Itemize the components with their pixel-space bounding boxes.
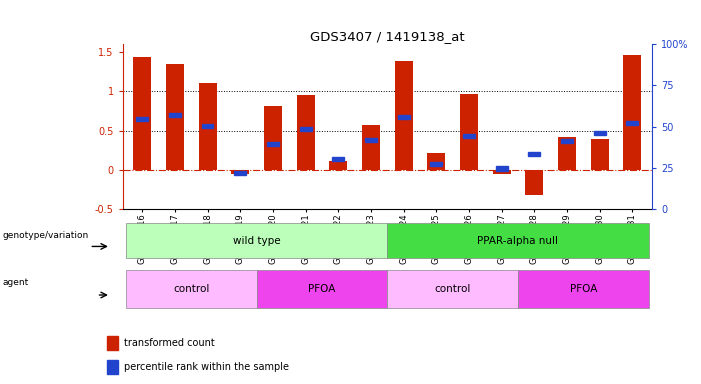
Bar — [463, 134, 475, 138]
Bar — [169, 113, 181, 117]
Bar — [387, 223, 648, 258]
Text: PFOA: PFOA — [308, 284, 336, 294]
Bar — [267, 142, 279, 146]
Bar — [198, 83, 217, 170]
Bar — [496, 166, 508, 170]
Bar — [591, 139, 608, 170]
Bar — [558, 137, 576, 170]
Bar — [137, 117, 148, 121]
Bar — [518, 270, 648, 308]
Text: control: control — [435, 284, 471, 294]
Bar — [300, 127, 311, 131]
Bar — [561, 139, 573, 143]
Bar — [231, 170, 250, 174]
Bar — [257, 270, 387, 308]
Text: PFOA: PFOA — [570, 284, 597, 294]
Bar — [387, 270, 518, 308]
Bar — [362, 125, 380, 170]
Bar — [493, 170, 510, 174]
Bar — [329, 161, 347, 170]
Bar — [126, 223, 387, 258]
Text: agent: agent — [2, 278, 29, 287]
Bar — [126, 270, 257, 308]
Bar — [133, 57, 151, 170]
Bar — [623, 55, 641, 170]
Text: control: control — [173, 284, 210, 294]
Bar — [107, 336, 118, 350]
Bar — [397, 115, 409, 119]
Text: PPAR-alpha null: PPAR-alpha null — [477, 236, 559, 246]
Bar — [529, 152, 540, 156]
Bar — [166, 64, 184, 170]
Bar — [264, 106, 282, 170]
Bar — [525, 170, 543, 195]
Bar — [297, 95, 315, 170]
Text: wild type: wild type — [233, 236, 280, 246]
Text: transformed count: transformed count — [124, 338, 215, 348]
Bar — [202, 124, 214, 128]
Bar — [627, 121, 638, 125]
Title: GDS3407 / 1419138_at: GDS3407 / 1419138_at — [310, 30, 465, 43]
Bar — [594, 131, 606, 135]
Bar — [428, 153, 445, 170]
Bar — [365, 138, 377, 142]
Text: genotype/variation: genotype/variation — [2, 231, 88, 240]
Bar — [332, 157, 344, 161]
Text: percentile rank within the sample: percentile rank within the sample — [124, 362, 289, 372]
Bar — [430, 162, 442, 166]
Bar — [395, 61, 413, 170]
Bar — [460, 94, 478, 170]
Bar — [234, 171, 246, 175]
Bar — [107, 360, 118, 374]
